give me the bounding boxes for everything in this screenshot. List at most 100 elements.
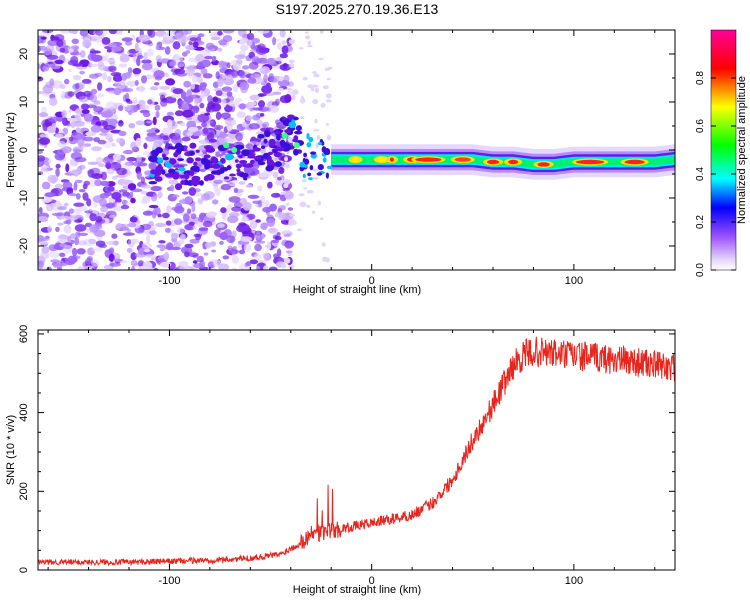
- colorbar-tick-label: 0.2: [695, 215, 706, 229]
- noise-blob: [68, 208, 75, 214]
- noise-blob: [197, 198, 204, 203]
- noise-blob: [147, 30, 153, 36]
- noise-blob: [186, 131, 194, 137]
- noise-blob: [280, 191, 286, 195]
- noise-blob: [67, 91, 75, 97]
- noise-blob: [213, 179, 223, 184]
- noise-blob: [125, 201, 133, 206]
- noise-blob: [326, 134, 332, 141]
- noise-blob: [192, 225, 197, 230]
- noise-blob: [220, 207, 227, 214]
- colorbar: 0.0 0.2 0.4 0.6 0.8 Normalized spectral ampl…: [695, 29, 748, 277]
- signal-blob: [276, 134, 281, 141]
- noise-blob: [257, 199, 263, 208]
- noise-blob: [93, 106, 104, 113]
- noise-blob: [233, 187, 239, 194]
- noise-blob: [235, 59, 243, 65]
- noise-blob: [286, 202, 290, 206]
- noise-blob: [231, 255, 239, 264]
- snr-xtick-label: 0: [369, 575, 375, 587]
- signal-blob: [234, 159, 239, 163]
- noise-blob: [94, 179, 102, 187]
- noise-blob: [165, 78, 176, 86]
- noise-blob: [291, 94, 296, 101]
- signal-blob: [302, 173, 306, 179]
- noise-blob: [236, 193, 243, 197]
- signal-blob: [280, 142, 290, 149]
- noise-blob: [89, 93, 98, 103]
- noise-blob: [142, 210, 154, 216]
- noise-blob: [160, 261, 172, 268]
- noise-blob: [281, 263, 287, 269]
- noise-blob: [143, 142, 148, 149]
- noise-blob: [118, 63, 128, 68]
- noise-blob: [119, 226, 130, 231]
- noise-blob: [45, 62, 56, 68]
- noise-blob: [207, 211, 218, 216]
- signal-blob: [186, 180, 192, 186]
- noise-blob: [213, 134, 218, 138]
- signal-blob: [257, 134, 265, 139]
- noise-blob: [99, 180, 110, 187]
- noise-blob: [240, 236, 253, 243]
- noise-blob: [101, 72, 108, 81]
- noise-blob: [116, 167, 128, 176]
- noise-blob: [299, 201, 307, 208]
- noise-blob: [141, 242, 152, 250]
- noise-blob: [310, 87, 315, 92]
- noise-blob: [278, 87, 284, 91]
- noise-blob: [86, 198, 92, 207]
- colorbar-gradient: [710, 29, 737, 271]
- noise-blob: [314, 87, 319, 93]
- noise-blob: [184, 96, 194, 103]
- noise-blob: [77, 82, 85, 90]
- noise-blob: [238, 103, 246, 110]
- signal-blob: [325, 172, 329, 179]
- noise-blob: [279, 53, 288, 59]
- noise-blob: [277, 176, 282, 181]
- noise-blob: [112, 206, 123, 212]
- noise-blob: [174, 267, 179, 270]
- noise-blob: [95, 30, 103, 36]
- signal-blob: [308, 136, 314, 143]
- colorbar-tick-label: 0.4: [695, 167, 706, 181]
- noise-blob: [102, 156, 114, 164]
- noise-blob: [90, 88, 98, 95]
- noise-blob: [78, 189, 86, 193]
- noise-blob: [180, 91, 187, 100]
- noise-blob: [125, 40, 133, 46]
- noise-blob: [312, 98, 319, 105]
- noise-blob: [192, 260, 198, 264]
- noise-blob: [136, 154, 142, 163]
- noise-blob: [127, 183, 137, 191]
- noise-blob: [63, 78, 70, 85]
- noise-blob: [289, 63, 294, 68]
- noise-blob: [95, 216, 103, 223]
- noise-blob: [281, 45, 289, 54]
- noise-blob: [114, 80, 120, 89]
- noise-blob: [106, 48, 112, 53]
- snr-series-line: [38, 336, 675, 567]
- noise-blob: [118, 80, 126, 90]
- noise-blob: [87, 62, 93, 68]
- spectrogram-ytick-label: 10: [18, 96, 30, 108]
- signal-blob: [264, 130, 271, 138]
- noise-blob: [133, 105, 139, 112]
- noise-blob: [306, 204, 311, 208]
- noise-blob: [238, 181, 246, 185]
- signal-blob: [316, 172, 323, 176]
- noise-blob: [260, 113, 265, 117]
- snr-frame: [37, 329, 676, 571]
- noise-blob: [141, 59, 152, 64]
- signal-blob: [168, 146, 174, 150]
- signal-blob: [150, 169, 158, 175]
- noise-blob: [111, 192, 122, 200]
- noise-blob: [126, 247, 133, 253]
- noise-blob: [144, 254, 156, 259]
- noise-blob: [152, 192, 158, 199]
- noise-blob: [196, 36, 202, 42]
- noise-blob: [231, 179, 238, 184]
- noise-blob: [197, 113, 210, 123]
- signal-blob: [295, 125, 302, 132]
- signal-blob: [203, 154, 211, 159]
